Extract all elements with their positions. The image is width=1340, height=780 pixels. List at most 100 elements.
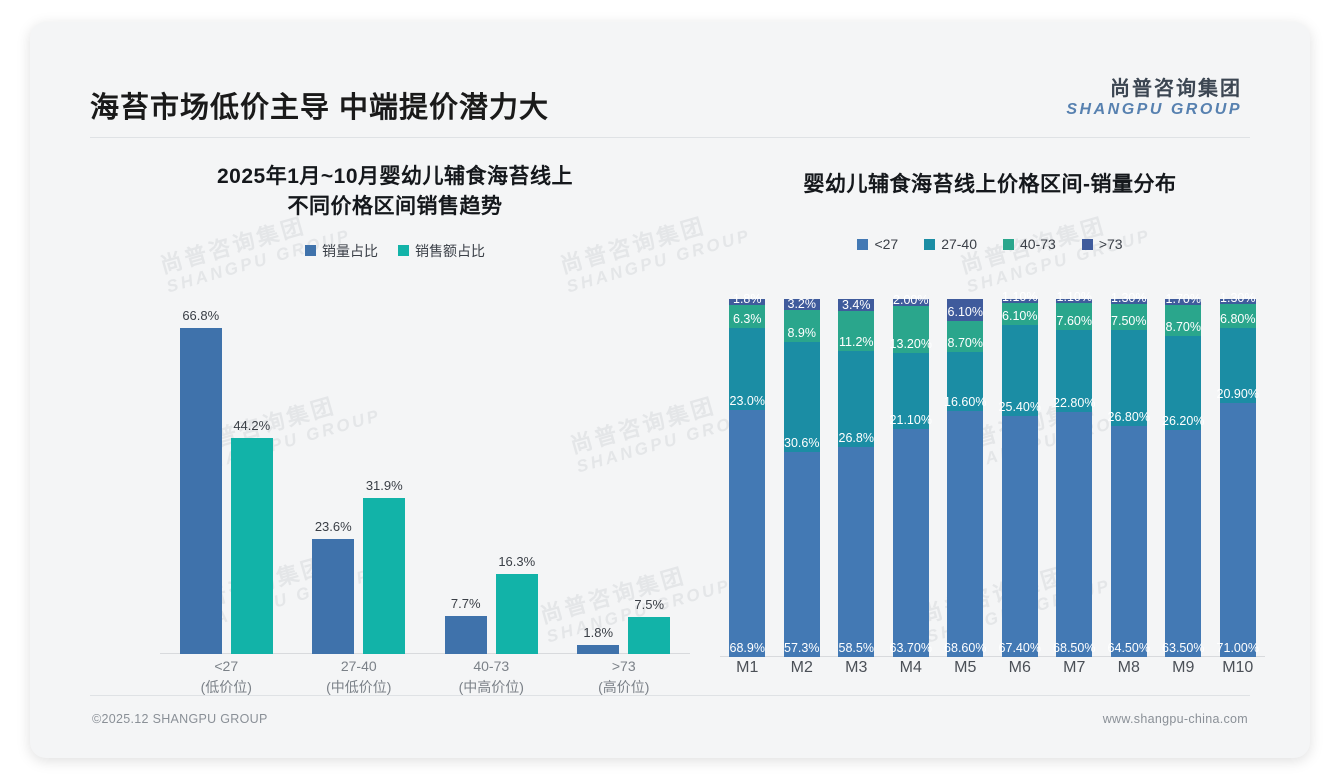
bar-sales-volume[interactable] [312,538,355,654]
legend-swatch-icon [398,245,409,257]
stack-segment[interactable]: 68.50% [1053,411,1095,657]
stack-segment-label: 11.2% [838,335,874,350]
stack-segment-label: 57.3% [784,640,820,655]
stack-segment[interactable]: 1.10% [1056,290,1093,304]
chart-title-right: 婴幼儿辅食海苔线上价格区间-销量分布 [803,173,1177,196]
stacked-bar[interactable]: 1.10% 7.60% 22.80% 68.50% [1053,290,1095,657]
chart-title-left-line1: 2025年1月~10月婴幼儿辅食海苔线上 [216,165,574,188]
stack-segment-label: 2.00% [893,293,929,308]
stack-segment[interactable]: 1.30% [1219,291,1256,305]
stack-segment[interactable]: 1.10% [1001,290,1038,304]
stack-segment[interactable]: 1.30% [1110,291,1147,305]
stack-segment-label: 8.70% [947,335,983,350]
stack-segment[interactable]: 6.80% [1219,303,1256,328]
stack-segment[interactable]: 21.10% [889,353,932,429]
bar-sales-value[interactable] [230,438,273,654]
bar-wrap: 44.2% [230,312,273,654]
stacked-column: 1.8% 6.3% 23.0% 68.9% [720,292,775,657]
x-axis-labels: <27 (低价位) 27-40 (中低价位) 40-73 (中高价位) >73 … [160,648,690,712]
bar-wrap: 7.5% [628,312,671,654]
stack-segment[interactable]: 57.3% [783,451,820,657]
stack-segment[interactable]: 7.50% [1110,303,1147,331]
bar-value-label: 23.6% [314,518,352,534]
stack-segment[interactable]: 20.90% [1216,327,1259,403]
bar-wrap: 31.9% [363,312,406,654]
stacked-bar[interactable]: 1.8% 6.3% 23.0% 68.9% [729,292,766,657]
stack-segment-label: 21.10% [889,412,932,427]
stacked-bar[interactable]: 1.70% 8.70% 26.20% 63.50% [1162,292,1204,658]
stack-segment[interactable]: 8.9% [783,310,820,343]
stacked-column: 1.30% 7.50% 26.80% 64.50% [1102,291,1157,657]
stack-segment-label: 30.6% [784,435,820,450]
stack-segment[interactable]: 25.40% [999,324,1041,416]
x-axis-labels: M1 M2 M3 M4 M5 M6 M7 M8 M9 M10 [720,647,1265,707]
stacked-bar[interactable]: 1.10% 6.10% 25.40% 67.40% [999,290,1041,657]
stack-segment[interactable]: 3.4% [838,298,875,312]
legend-label: 销量占比 [322,242,378,259]
stack-segment[interactable]: 68.9% [729,410,766,657]
stack-segment[interactable]: 63.50% [1162,429,1204,658]
stack-segment[interactable]: 8.70% [1165,305,1202,337]
x-axis-tick-main: 40-73 [473,658,510,674]
stack-segment-label: 7.60% [1056,314,1092,329]
stack-segment[interactable]: 26.8% [838,351,875,448]
stack-segment[interactable]: 63.70% [889,428,932,657]
bar-sales-value[interactable] [628,617,671,654]
stacked-bar[interactable]: 3.4% 11.2% 26.8% 58.5% [838,298,875,657]
stack-segment[interactable]: 3.2% [783,297,820,311]
bar-sales-value[interactable] [363,498,406,654]
stack-segment[interactable]: 58.5% [838,447,875,657]
stack-segment[interactable]: 16.60% [944,351,986,412]
stack-segment[interactable]: 6.10% [947,299,984,321]
stack-segment[interactable]: 1.8% [729,292,766,306]
legend-label: 销售额占比 [415,242,485,259]
stack-segment[interactable]: 8.70% [947,320,984,352]
legend-swatch-icon [1081,238,1093,250]
x-axis-tick-sub: (中高价位) [458,679,524,695]
stack-segment[interactable]: 1.70% [1165,292,1202,306]
stack-segment[interactable]: 67.40% [999,415,1041,657]
stack-segment-label: 8.70% [1165,320,1201,335]
stack-segment[interactable]: 68.60% [944,411,986,657]
stack-segment[interactable]: 22.80% [1053,330,1095,412]
x-axis-tick: <27 (低价位) [160,656,293,712]
stacked-bar[interactable]: 1.30% 6.80% 20.90% 71.00% [1216,291,1259,657]
x-axis-line [160,653,690,654]
x-axis-tick: M10 [1222,659,1254,676]
stack-segment[interactable]: 71.00% [1217,402,1259,657]
stack-segment[interactable]: 64.50% [1108,426,1150,657]
stacked-column: 2.00% 13.20% 21.10% 63.70% [884,293,939,657]
x-axis-tick: M3 [845,659,868,676]
legend-item-lt27: <27 [857,236,898,252]
stacked-bar[interactable]: 3.2% 8.9% 30.6% 57.3% [783,297,820,657]
legend-swatch-icon [924,238,936,250]
slide-canvas: 尚普咨询集团 SHANGPU GROUP 尚普咨询集团 SHANGPU GROU… [30,22,1310,758]
stack-segment[interactable]: 13.20% [890,306,932,354]
stack-segment[interactable]: 7.60% [1056,302,1093,331]
brand-name-cn: 尚普咨询集团 [1110,78,1242,100]
bar-sales-volume[interactable] [179,327,222,654]
bar-sales-volume[interactable] [577,645,620,654]
legend-swatch-icon [857,238,869,250]
stack-segment-label: 63.70% [889,640,932,655]
stack-segment[interactable]: 6.3% [729,305,766,328]
stacked-bar[interactable]: 2.00% 13.20% 21.10% 63.70% [889,293,932,657]
stack-segment-label: 1.30% [1111,290,1147,305]
stack-segment-label: 20.90% [1216,386,1259,401]
stack-segment[interactable]: 30.6% [783,342,820,452]
stack-segment[interactable]: 23.0% [729,327,766,411]
chart-panel-left: 2025年1月~10月婴幼儿辅食海苔线上 不同价格区间销售趋势 销量占比 销售额… [90,162,700,707]
bar-sales-volume[interactable] [444,616,487,654]
bar-sales-value[interactable] [495,574,538,654]
legend-label: >73 [1098,236,1123,253]
slide-header: 海苔市场低价主导 中端提价潜力大 尚普咨询集团 SHANGPU GROUP [30,22,1310,138]
stacked-bar[interactable]: 1.30% 7.50% 26.80% 64.50% [1108,291,1150,657]
stack-segment[interactable]: 26.20% [1162,336,1204,430]
bar-value-label: 16.3% [498,554,536,570]
stack-segment[interactable]: 2.00% [892,293,929,307]
stack-segment[interactable]: 26.80% [1108,330,1150,427]
stack-segment[interactable]: 6.10% [1001,302,1038,325]
bar-value-label: 44.2% [233,418,271,434]
stacked-bar[interactable]: 6.10% 8.70% 16.60% 68.60% [944,299,986,657]
stack-segment[interactable]: 11.2% [838,311,875,352]
